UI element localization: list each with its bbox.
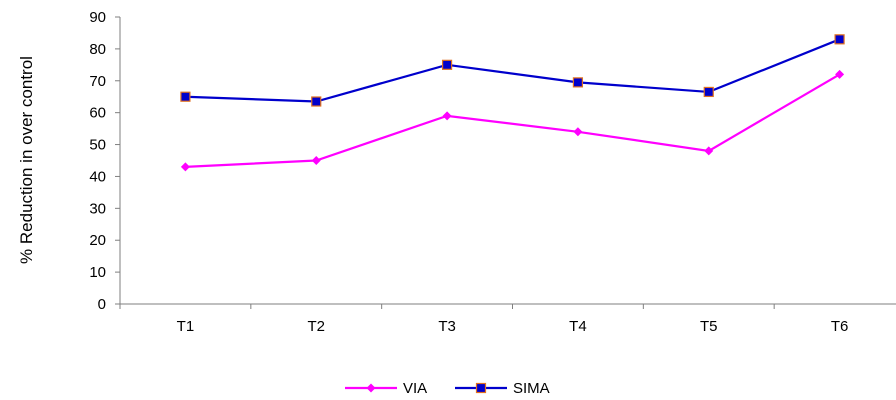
y-tick-label: 10 [89, 264, 106, 281]
legend: VIA SIMA [345, 380, 550, 397]
y-tick-label: 80 [89, 41, 106, 58]
series-via-point [311, 156, 321, 165]
series-via-point [704, 146, 714, 156]
y-tick-label: 70 [89, 73, 106, 90]
y-axis-ticks: 0 10 20 30 40 50 60 70 80 90 [89, 9, 120, 313]
series-sima-line [185, 38, 840, 103]
y-tick-label: 40 [89, 168, 106, 185]
series-via-line [185, 73, 841, 168]
legend-label: VIA [403, 380, 427, 397]
series-sima-point [441, 59, 453, 70]
y-tick-label: 60 [89, 105, 106, 122]
series-via [180, 69, 845, 172]
series-via-point [835, 69, 845, 79]
x-tick-label: T6 [831, 318, 849, 335]
x-tick-label: T1 [177, 318, 195, 335]
legend-item-sima: SIMA [455, 380, 550, 397]
legend-swatch-marker [366, 383, 376, 393]
x-tick-label: T5 [700, 318, 718, 335]
series-sima [180, 34, 845, 107]
series-sima-point [180, 91, 191, 102]
y-tick-label: 20 [89, 232, 106, 249]
x-tick-label: T4 [569, 318, 587, 335]
series-sima-point [703, 86, 714, 98]
y-tick-label: 0 [98, 296, 106, 313]
axes [119, 17, 896, 305]
y-tick-label: 30 [89, 200, 106, 217]
y-tick-label: 50 [89, 137, 106, 154]
series-via-point [442, 111, 452, 121]
legend-label: SIMA [513, 380, 550, 397]
x-tick-label: T2 [307, 318, 325, 335]
x-tick-label: T3 [438, 318, 456, 335]
x-axis-ticks: T1 T2 T3 T4 T5 T6 [119, 304, 849, 335]
legend-item-via: VIA [345, 380, 427, 397]
series-layer [180, 34, 845, 172]
y-tick-label: 90 [89, 9, 106, 26]
series-sima-point [311, 96, 322, 107]
series-via-point [573, 127, 583, 137]
series-via-point [180, 162, 190, 172]
y-axis-title: % Reduction in over control [17, 56, 36, 264]
series-sima-point [572, 77, 584, 88]
series-sima-point [834, 34, 845, 45]
legend-swatch-marker [475, 382, 487, 394]
